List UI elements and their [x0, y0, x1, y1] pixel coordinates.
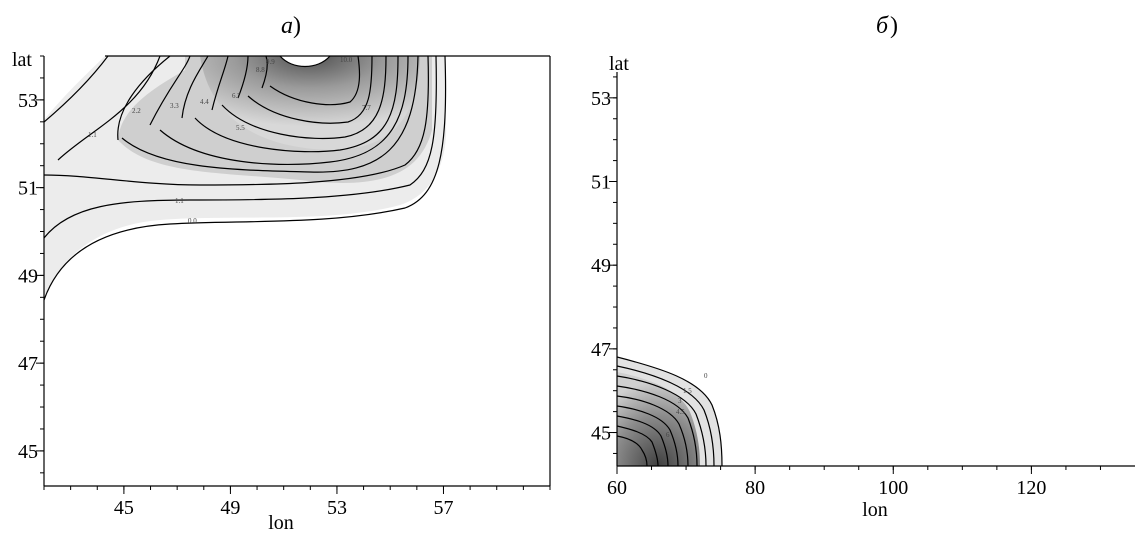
panel-b-x-tick-label: 120	[1016, 477, 1046, 499]
panel-b-contour-line	[617, 425, 659, 466]
panel-b-x-tick-label: 60	[607, 477, 627, 499]
panel-a-contour-line	[221, 56, 387, 140]
panel-b-contour-label: 6	[666, 431, 670, 439]
panel-a-contour-line	[44, 56, 429, 186]
panel-a-contour-label: 2.2	[132, 107, 141, 115]
panel-a-contour-label: 1.1	[88, 131, 97, 139]
panel-a-contour-line	[117, 56, 171, 141]
panel-b-x-tick-label: 100	[878, 477, 908, 499]
panel-b: б ) 0 1.5 3 4.5 6	[591, 13, 1135, 521]
panel-a-contour-line	[44, 56, 109, 123]
panel-a-contour-label: 5.5	[236, 124, 245, 132]
panel-b-y-tick-label: 45	[591, 423, 611, 445]
panel-a-contour-field: 0.0 1.1 1.1 2.2 3.3 4.4 5.5 6.7 7.7 8.8 …	[44, 56, 447, 301]
panel-b-x-tick-label: 80	[745, 477, 765, 499]
panel-b-y-axis-title: lat	[609, 53, 629, 75]
panel-a-x-axis-title: lon	[268, 512, 294, 534]
panel-a-x-tick-label: 53	[327, 497, 347, 519]
panel-a-contour-line	[261, 56, 268, 89]
panel-a-y-tick-label: 53	[18, 90, 38, 112]
panel-a-contours	[44, 56, 447, 301]
panel-b-contour-line	[617, 415, 669, 466]
panel-b-contour-label: 4.5	[676, 408, 685, 416]
panel-a-contour-line	[237, 56, 249, 99]
panel-a-contour-line	[269, 56, 361, 106]
panel-b-y-tick-label: 53	[591, 88, 611, 110]
panel-b-contour-line	[617, 375, 707, 466]
panel-b-y-tick-label: 51	[591, 172, 611, 194]
panel-a-contour-label: 0.0	[188, 217, 197, 225]
panel-a-x-tick-label: 45	[114, 497, 134, 519]
panel-a-contour-label: 6.7	[232, 92, 241, 100]
panel-b-contour-line	[617, 405, 679, 466]
panel-a-y-tick-label: 51	[18, 178, 38, 200]
panel-b-contour-label: 1.5	[683, 387, 692, 395]
panel-a-contour-line	[44, 56, 437, 239]
panel-a-contour-line	[44, 56, 447, 301]
panel-b-contour-field: 0 1.5 3 4.5 6	[617, 356, 723, 466]
panel-b-contour-label: 3	[678, 397, 682, 405]
panel-a: а )	[12, 13, 551, 534]
panel-a-contour-line	[159, 56, 409, 166]
panel-b-contours	[617, 356, 723, 466]
panel-a-y-tick-label: 45	[18, 441, 38, 463]
panel-a-contour-labels: 0.0 1.1 1.1 2.2 3.3 4.4 5.5 6.7 7.7 8.8 …	[88, 56, 371, 225]
panel-a-contour-line	[279, 56, 331, 68]
panel-b-contour-line	[617, 356, 723, 466]
panel-a-y-axis-title: lat	[12, 49, 32, 71]
panel-a-x-tick-label: 49	[220, 497, 240, 519]
panel-a-contour-label: 3.3	[170, 102, 179, 110]
panel-b-y-tick-label: 47	[591, 339, 611, 361]
panel-b-contour-line	[617, 385, 698, 466]
panel-a-contour-line	[247, 56, 373, 124]
panel-a-contour-label: 9.9	[266, 58, 275, 66]
panel-a-contour-line	[121, 56, 419, 173]
panel-b-label: б	[876, 13, 889, 39]
panel-b-contour-label: 0	[704, 372, 708, 380]
panel-a-y-tick-label: 49	[18, 265, 38, 287]
panel-b-y-tick-label: 49	[591, 255, 611, 277]
panel-a-contour-label: 4.4	[200, 98, 209, 106]
panel-b-paren: )	[890, 13, 898, 39]
panel-b-x-axis-title: lon	[862, 499, 888, 521]
panel-a-contour-label: 7.7	[362, 104, 371, 112]
panel-a-contour-line	[149, 56, 191, 126]
panel-a-contour-label: 10.0	[340, 56, 353, 64]
panel-b-contour-labels: 0 1.5 3 4.5 6	[666, 372, 708, 439]
panel-a-x-tick-label: 57	[433, 497, 453, 519]
panel-a-contour-label: 8.8	[256, 66, 265, 74]
panel-a-contour-line	[194, 56, 399, 153]
panel-a-contour-line	[211, 56, 229, 111]
panel-a-contour-line	[57, 56, 161, 161]
panel-b-contour-line	[617, 395, 689, 466]
panel-a-ticks: 45 49 53 57 45 47 49 51 53	[18, 55, 551, 519]
panel-b-contour-line	[617, 435, 648, 466]
panel-a-contour-label: 1.1	[175, 197, 184, 205]
panel-a-contour-line	[181, 56, 209, 119]
panel-b-contour-line	[617, 365, 715, 466]
panel-a-paren: )	[293, 13, 301, 39]
panel-a-peak-cap	[280, 56, 330, 67]
panel-a-label: а	[281, 13, 293, 39]
panel-a-y-tick-label: 47	[18, 353, 38, 375]
